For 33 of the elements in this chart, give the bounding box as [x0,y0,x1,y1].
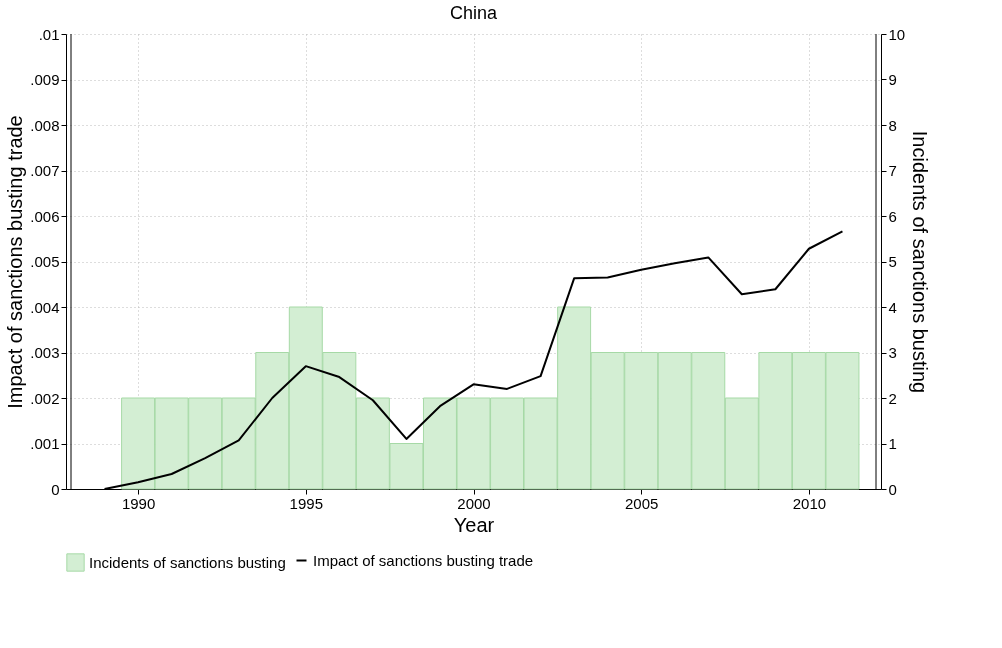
y2-tick-label: 3 [888,344,897,361]
y-tick-label: .007 [30,162,60,179]
x-tick-label: 2010 [792,494,827,512]
y-tick-label: .002 [30,389,60,407]
x-tick-label: 2000 [457,494,491,512]
y2-tick-label: 10 [888,25,906,43]
legend-label: Impact of sanctions busting trade [313,551,534,569]
y2-tick-label: 0 [888,480,897,498]
y2-tick-label: 6 [888,207,897,225]
y2-tick-label: 2 [888,389,897,407]
y-tick-label: .008 [30,116,60,134]
y-tick-label: .001 [30,435,60,452]
y-tick-label: .01 [38,25,60,43]
y-tick-label: .006 [30,207,60,225]
y2-tick-label: 7 [888,162,897,179]
y-tick-label: .009 [30,71,60,88]
y-tick-label: .003 [30,344,60,361]
y-axis-title: Impact of sanctions busting trade [4,115,27,409]
y2-tick-label: 9 [888,71,897,88]
y-tick-label: 0 [51,480,60,498]
y2-tick-label: 8 [888,116,897,134]
legend-label: Incidents of sanctions busting [89,553,286,571]
x-tick-label: 2005 [625,494,659,512]
x-tick-label: 1995 [289,494,323,512]
y2-tick-label: 4 [888,298,897,316]
y-tick-label: .004 [30,298,60,316]
x-tick-label: 1990 [121,494,156,512]
y2-tick-label: 1 [888,435,897,452]
x-axis-title: Year [453,513,495,536]
y2-tick-label: 5 [888,253,897,270]
y2-axis-title: Incidents of sanctions busting [909,130,932,394]
y-tick-label: .005 [30,253,60,270]
chart-title: China [449,3,498,23]
